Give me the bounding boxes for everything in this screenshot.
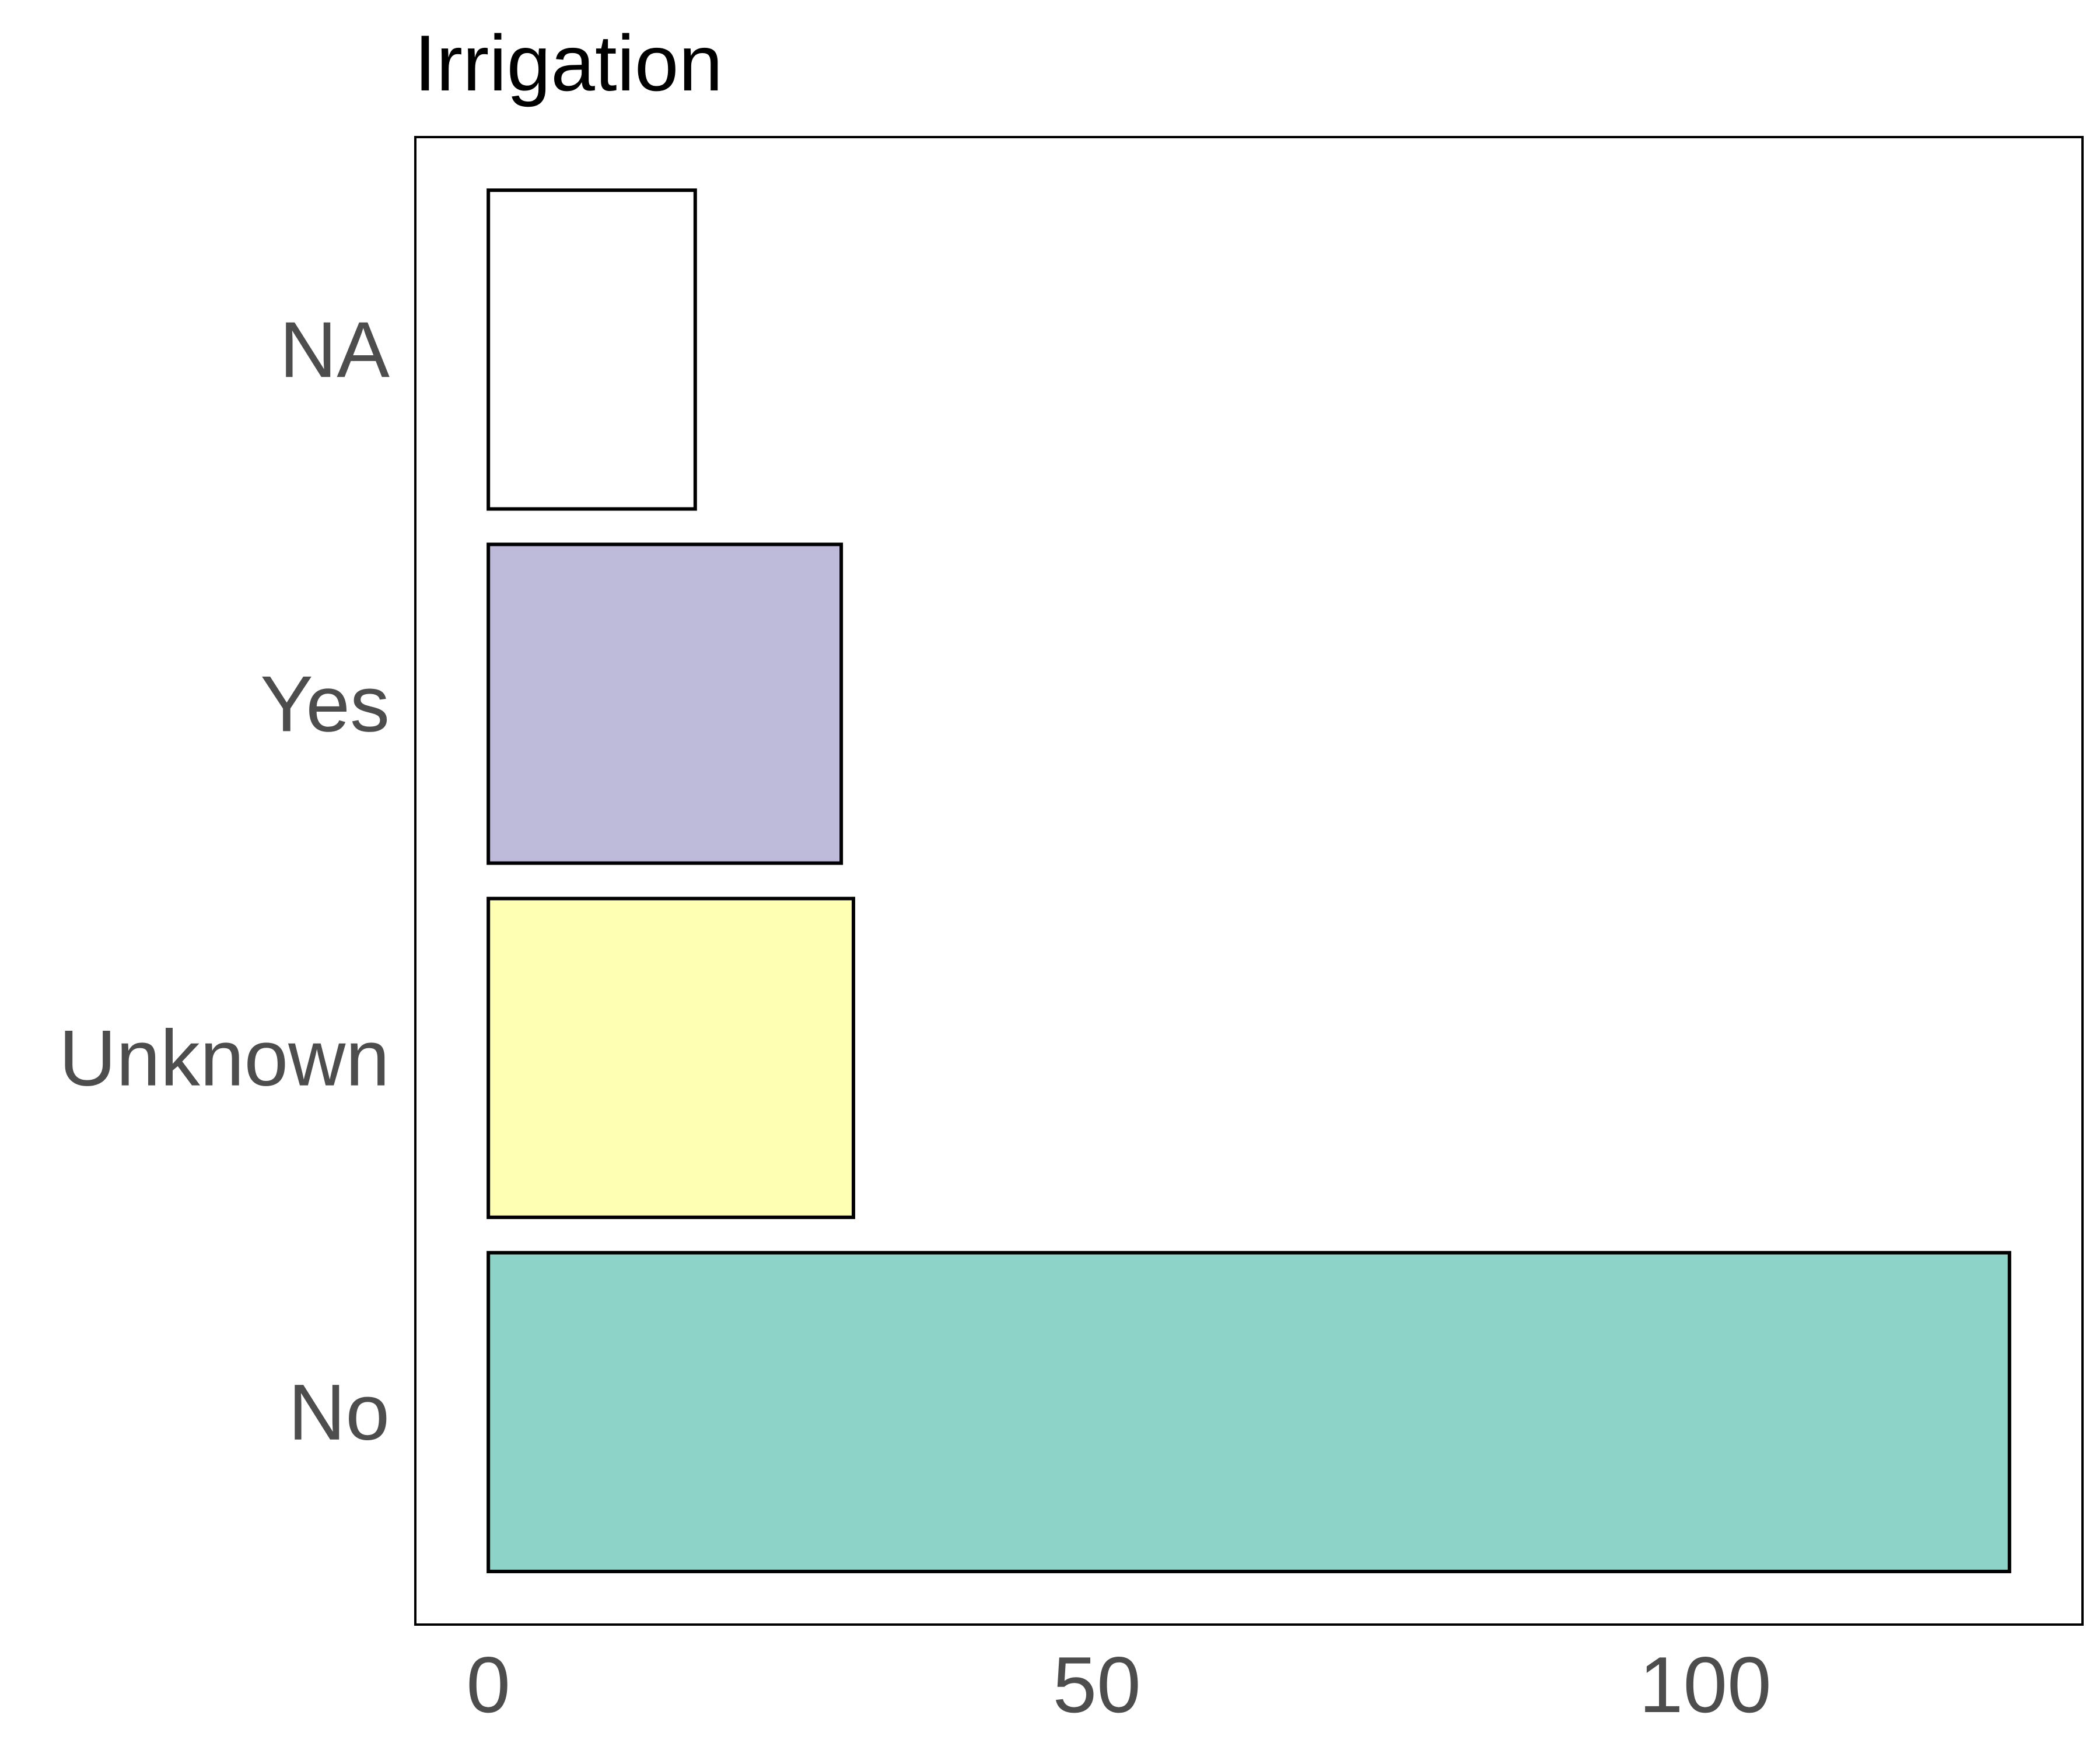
x-tick-label: 50 (1053, 1640, 1141, 1729)
x-tick-label: 0 (466, 1640, 510, 1729)
bar-yes (487, 542, 844, 865)
y-axis: No Unknown Yes NA (59, 305, 390, 1456)
chart-title: Irrigation (414, 19, 723, 107)
bar-na (487, 188, 697, 511)
y-tick-label: No (288, 1368, 390, 1457)
x-axis: 0 50 100 (466, 1640, 1771, 1729)
y-tick-label: Unknown (59, 1014, 390, 1102)
y-tick-label: NA (279, 305, 390, 394)
y-tick-label: Yes (260, 659, 390, 748)
bar-no (487, 1251, 2011, 1573)
bars-layer (487, 188, 2011, 1573)
plot-panel (414, 136, 2084, 1626)
x-tick-label: 100 (1639, 1640, 1772, 1729)
bar-unknown (487, 897, 856, 1219)
